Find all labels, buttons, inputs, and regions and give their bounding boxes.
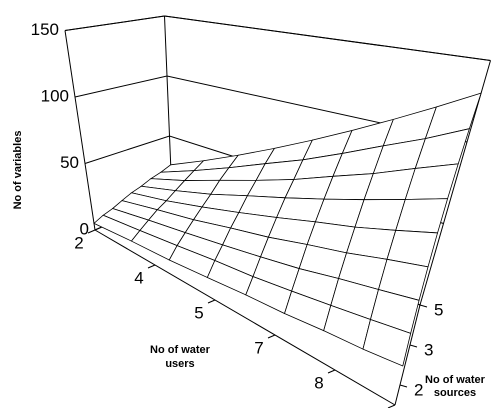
y-axis-line — [394, 304, 421, 406]
z-axis-title: No of variables — [12, 131, 24, 210]
x-tick — [147, 264, 156, 269]
x-axis-line — [94, 229, 396, 406]
z-tick-label: 100 — [41, 86, 69, 105]
y-tick-label: 3 — [424, 340, 433, 359]
x-tick — [207, 299, 216, 304]
z-tick-label: 150 — [31, 20, 59, 39]
x-tick-label: 5 — [194, 303, 203, 322]
x-tick-label: 4 — [134, 268, 143, 287]
z-tick-label: 50 — [60, 153, 79, 172]
x-axis-title-line: users — [165, 358, 194, 370]
y-tick-label: 5 — [434, 300, 443, 319]
y-axis-title-line: sources — [434, 387, 476, 399]
surface-cell — [362, 318, 412, 367]
z-tick-label: 0 — [80, 219, 89, 238]
y-tick — [409, 344, 418, 348]
y-axis-title-line: No of water — [425, 374, 486, 386]
y-axis-title: No of water sources — [425, 374, 486, 399]
grid-line — [64, 15, 491, 61]
surface-cell — [424, 92, 482, 140]
x-tick-label: 7 — [254, 338, 263, 357]
x-axis-title: No of water users — [150, 344, 211, 370]
x-tick-label: 8 — [314, 373, 323, 392]
grid-line — [74, 75, 468, 143]
x-tick — [87, 229, 96, 234]
z-axis-line — [64, 30, 96, 231]
y-tick — [419, 304, 428, 308]
x-tick-label: 2 — [74, 233, 83, 252]
x-tick — [267, 334, 276, 339]
x-tick — [327, 369, 336, 374]
x-axis-title-line: No of water — [150, 344, 211, 356]
y-tick — [399, 384, 408, 388]
y-tick-label: 2 — [414, 380, 423, 399]
